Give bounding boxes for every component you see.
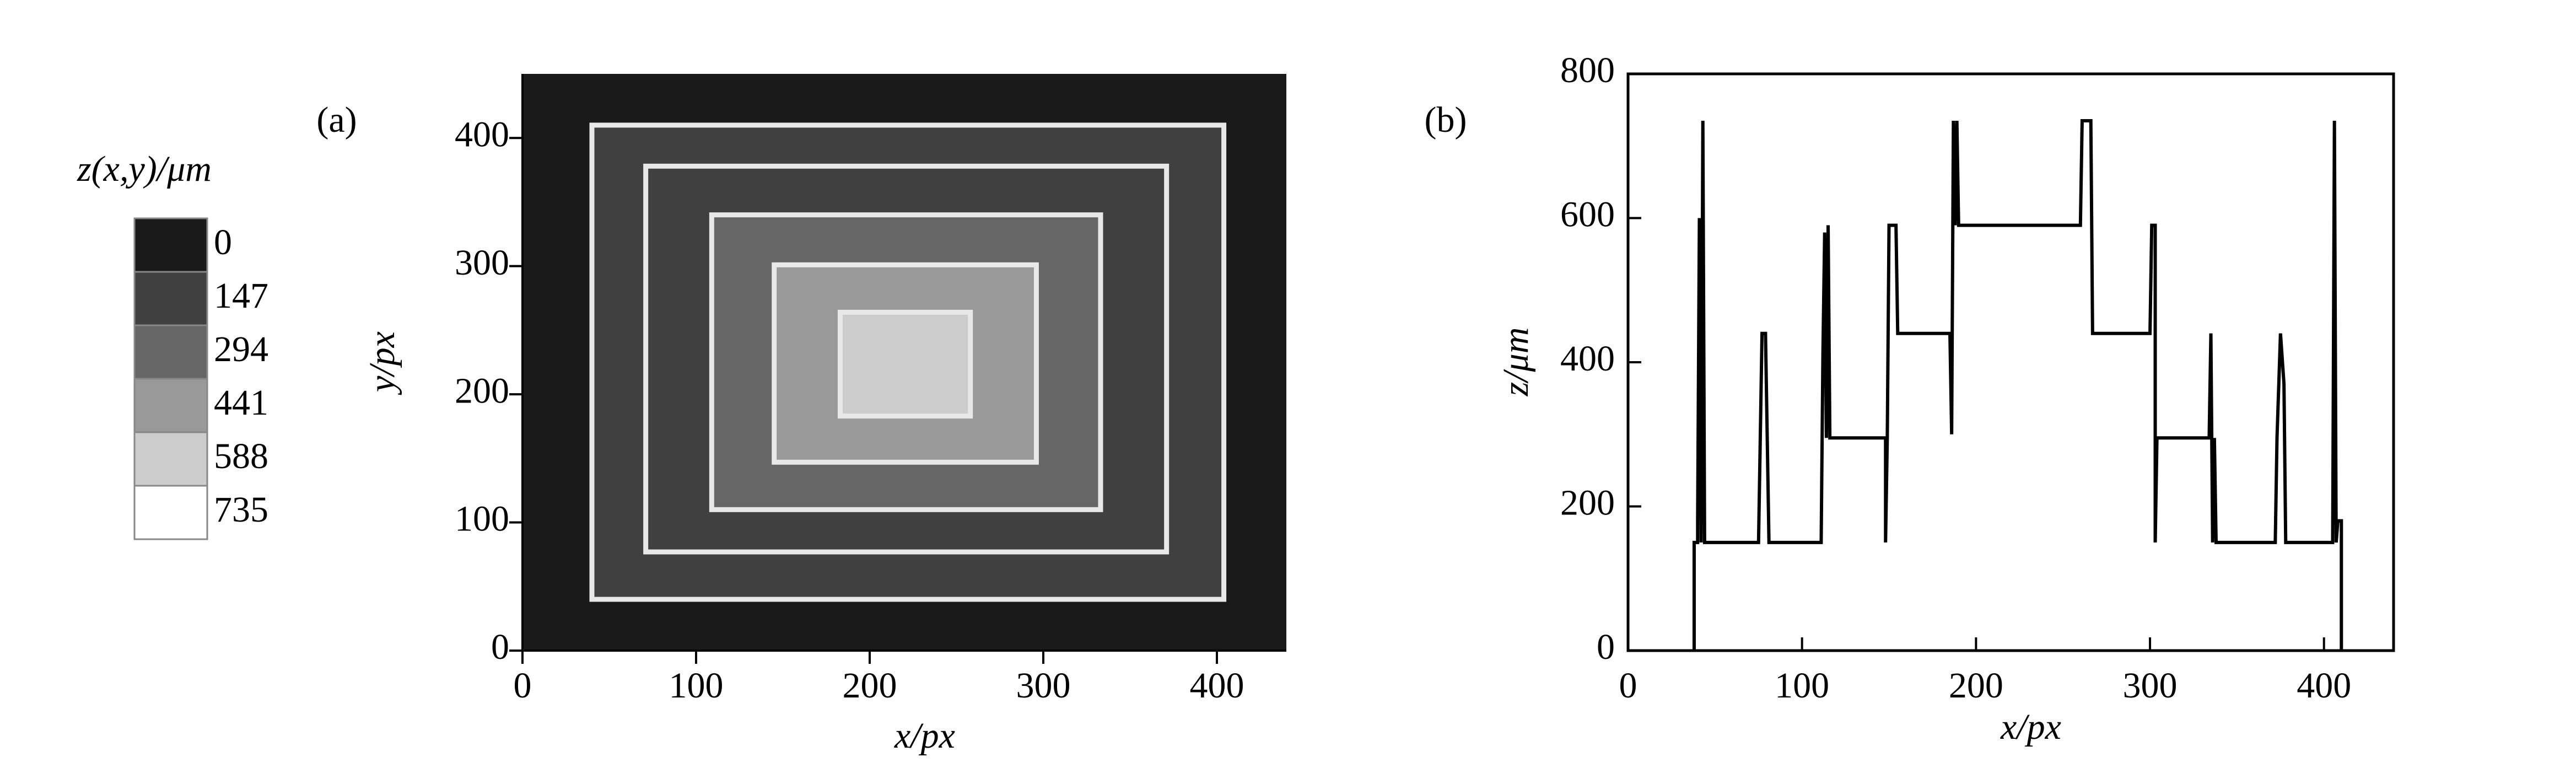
y-tick-label: 400 [1560, 339, 1615, 379]
colorbar-swatch [133, 271, 208, 326]
x-tick-label: 300 [2123, 665, 2178, 706]
colorbar-label: 441 [214, 383, 268, 423]
colorbar-swatch [133, 485, 208, 540]
y-axis-label: z/μm [1496, 328, 1536, 397]
colorbar-swatch [133, 217, 208, 273]
colorbar-label: 294 [214, 329, 268, 369]
y-tick-label: 0 [1597, 627, 1615, 667]
panel-label: (a) [316, 100, 357, 140]
y-tick-label: 200 [455, 371, 509, 411]
x-tick-label: 300 [1016, 665, 1071, 706]
x-axis-label: x/px [2000, 707, 2061, 747]
colorbar-label: 0 [214, 222, 232, 262]
x-tick-label: 200 [843, 665, 897, 706]
y-axis-label: y/px [362, 331, 402, 395]
y-tick-label: 600 [1560, 195, 1615, 235]
colorbar-swatch [133, 378, 208, 433]
y-tick-label: 200 [1560, 483, 1615, 523]
x-tick-label: 100 [669, 665, 724, 706]
colorbar-swatch [133, 431, 208, 487]
y-tick-label: 800 [1560, 50, 1615, 90]
colorbar-title: z(x,y)/μm [77, 149, 212, 189]
y-tick-label: 300 [455, 243, 509, 283]
y-tick-label: 0 [491, 627, 509, 667]
y-tick-label: 100 [455, 499, 509, 539]
panel-label: (b) [1425, 100, 1467, 140]
x-axis-label: x/px [894, 716, 955, 756]
colorbar-swatch [133, 324, 208, 380]
colorbar-label: 588 [214, 436, 268, 476]
x-tick-label: 100 [1775, 665, 1829, 706]
heatmap-region [837, 309, 973, 419]
colorbar-label: 147 [214, 276, 268, 316]
x-tick-label: 0 [514, 665, 532, 706]
colorbar-label: 735 [214, 490, 268, 530]
x-tick-label: 0 [1619, 665, 1637, 706]
profile-line [1692, 119, 2343, 651]
x-tick-label: 400 [2297, 665, 2351, 706]
x-tick-label: 200 [1949, 665, 2003, 706]
y-tick-label: 400 [455, 114, 509, 154]
x-tick-label: 400 [1190, 665, 1244, 706]
